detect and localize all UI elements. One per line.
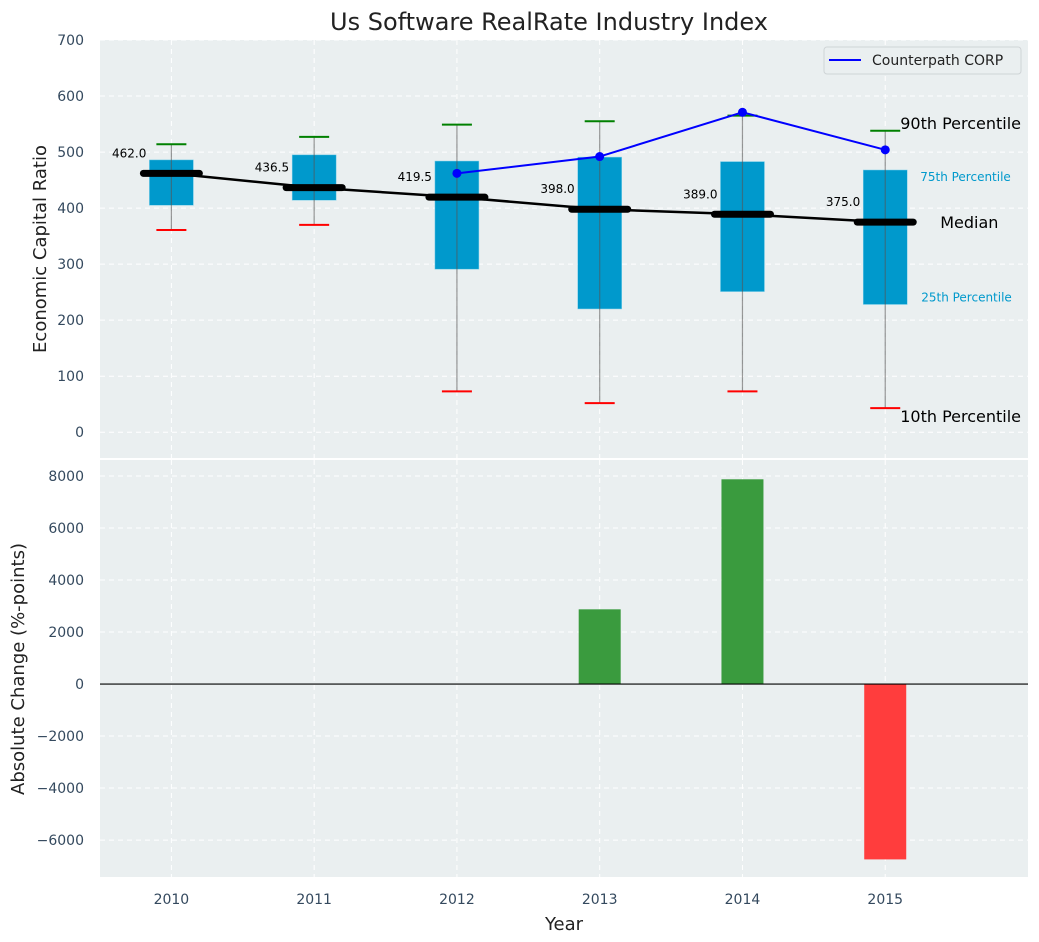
bottom-y-tick-label: −4000 <box>37 781 84 797</box>
x-tick-label: 2013 <box>582 892 618 908</box>
median-trend-group: 462.0 436.5 419.5 398.0 389.0 375.0 <box>112 146 917 226</box>
top-y-tick-label: 600 <box>57 89 84 105</box>
bottom-y-tick-label: 4000 <box>48 573 84 589</box>
top-y-tick-label: 700 <box>57 33 84 49</box>
annotation-p10: 10th Percentile <box>900 407 1021 426</box>
legend: Counterpath CORP <box>823 46 1022 75</box>
bottom-y-tick-label: −2000 <box>37 729 84 745</box>
x-ticks: 2010 2011 2012 2013 2014 2015 <box>154 892 903 908</box>
top-y-tick-label: 300 <box>57 257 84 273</box>
top-y-tick-label: 200 <box>57 313 84 329</box>
bottom-y-axis-label: Absolute Change (%-points) <box>8 543 29 795</box>
annotation-p25: 25th Percentile <box>921 290 1012 304</box>
annotation-p75: 75th Percentile <box>920 170 1011 184</box>
bar-positive <box>578 609 621 685</box>
x-tick-label: 2010 <box>154 892 190 908</box>
company-point <box>595 152 605 162</box>
bar-group <box>578 479 907 860</box>
x-axis-label: Year <box>544 914 584 935</box>
company-point <box>737 107 747 117</box>
company-line <box>456 111 886 175</box>
top-y-tick-label: 400 <box>57 201 84 217</box>
bottom-y-tick-label: 8000 <box>48 469 84 485</box>
x-tick-label: 2011 <box>296 892 332 908</box>
median-value-label: 398.0 <box>540 182 574 196</box>
top-y-tick-label: 100 <box>57 369 84 385</box>
median-value-label: 462.0 <box>112 146 146 160</box>
chart-title: Us Software RealRate Industry Index <box>330 8 768 36</box>
annotation-median: Median <box>940 213 998 232</box>
bottom-y-tick-label: −6000 <box>37 833 84 849</box>
percentile-annotations: 90th Percentile 75th Percentile Median 25th… <box>900 114 1021 426</box>
x-tick-label: 2015 <box>867 892 903 908</box>
bottom-y-tick-label: 2000 <box>48 625 84 641</box>
box-plot-group <box>149 114 908 410</box>
median-value-label: 436.5 <box>255 161 289 175</box>
top-y-axis-label: Economic Capital Ratio <box>30 145 51 353</box>
top-y-ticks: 0 100 200 300 400 500 600 700 <box>57 33 84 441</box>
median-value-label: 419.5 <box>398 170 432 184</box>
company-line-group <box>452 107 890 178</box>
top-y-tick-label: 500 <box>57 145 84 161</box>
bar-positive <box>721 479 764 685</box>
bottom-y-ticks: −6000 −4000 −2000 0 2000 4000 6000 8000 <box>37 469 84 849</box>
median-value-label: 375.0 <box>826 195 860 209</box>
bottom-y-tick-label: 0 <box>75 677 84 693</box>
annotation-p90: 90th Percentile <box>900 114 1021 133</box>
median-value-label: 389.0 <box>683 187 717 201</box>
top-panel-grid <box>100 39 1028 458</box>
company-point <box>452 168 462 178</box>
bottom-y-tick-label: 6000 <box>48 521 84 537</box>
company-point <box>880 145 890 155</box>
top-y-tick-label: 0 <box>75 425 84 441</box>
bar-negative <box>864 684 907 860</box>
x-tick-label: 2014 <box>725 892 761 908</box>
legend-label: Counterpath CORP <box>872 53 1003 69</box>
legend-box <box>823 46 1022 75</box>
x-tick-label: 2012 <box>439 892 475 908</box>
